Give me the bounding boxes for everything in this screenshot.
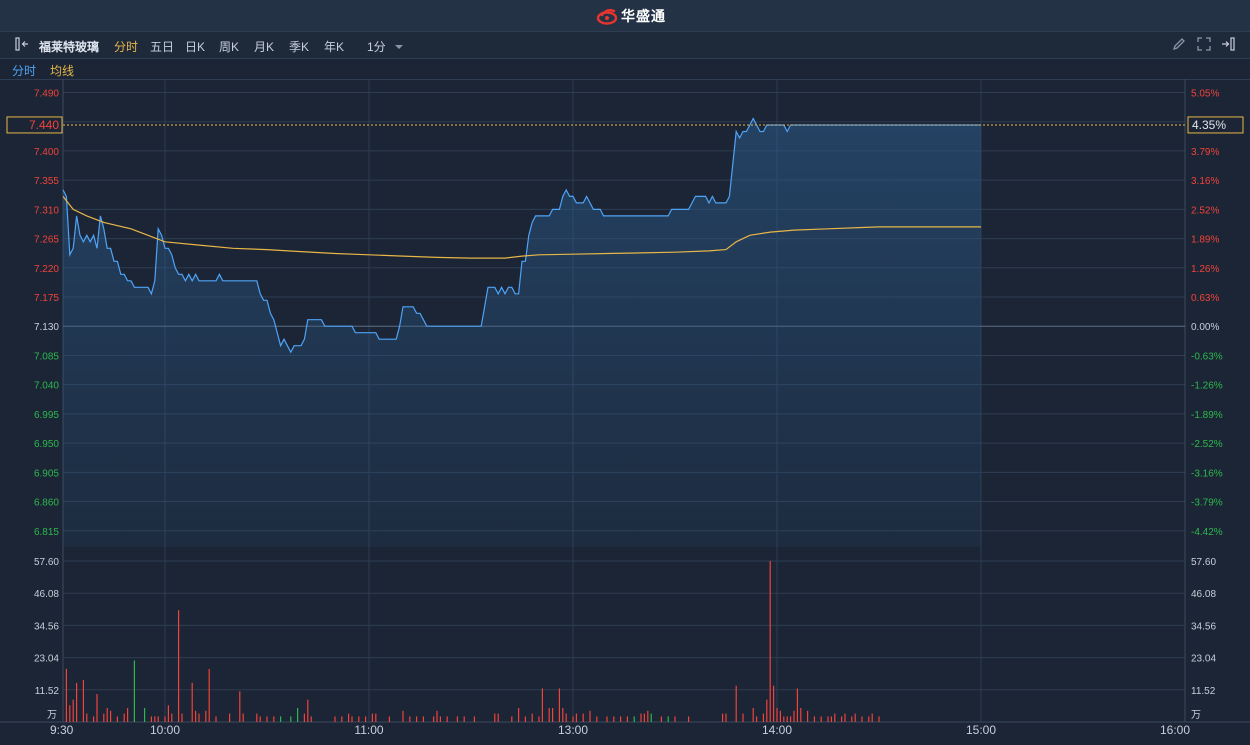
volume-tick-label: 34.56 [34, 621, 59, 632]
pct-tick-label: -2.52% [1191, 439, 1223, 450]
intraday-chart: 7.4905.05%7.4454.42%7.4003.79%7.3553.16%… [0, 79, 1250, 740]
expand-icon[interactable] [1197, 37, 1213, 53]
price-tick-label: 7.175 [34, 293, 59, 304]
pct-tick-label: -3.79% [1191, 498, 1223, 509]
price-tick-label: 7.355 [34, 176, 59, 187]
pct-tick-label: -3.16% [1191, 468, 1223, 479]
price-tick-label: 7.265 [34, 235, 59, 246]
pct-tick-label: -1.26% [1191, 381, 1223, 392]
price-tick-label: 7.490 [34, 88, 59, 99]
collapse-panel-icon[interactable] [1220, 37, 1236, 53]
time-tick-label: 14:00 [762, 723, 792, 737]
current-change-label: 4.35% [1192, 118, 1226, 132]
price-tick-label: 7.130 [34, 322, 59, 333]
chart-toolbar: 福莱特玻璃 分时 五日 日K 周K 月K 季K 年K 1分 [0, 32, 1250, 59]
price-area [63, 118, 981, 547]
pct-tick-label: 3.79% [1191, 147, 1219, 158]
tab-quarterly-k[interactable]: 季K [289, 40, 310, 54]
tab-weekly-k[interactable]: 周K [219, 40, 240, 54]
tab-daily-k[interactable]: 日K [185, 40, 206, 54]
minute-select-value: 1分 [367, 40, 386, 54]
pct-tick-label: 3.16% [1191, 176, 1219, 187]
pct-tick-label: 2.52% [1191, 205, 1219, 216]
pct-tick-label: 1.26% [1191, 264, 1219, 275]
pct-tick-label: 0.00% [1191, 322, 1219, 333]
pct-tick-label: 5.05% [1191, 88, 1219, 99]
tab-five-day[interactable]: 五日 [150, 40, 175, 54]
tab-yearly-k[interactable]: 年K [324, 40, 345, 54]
stock-name: 福莱特玻璃 [39, 40, 100, 54]
app-header: 华盛通 [0, 0, 1250, 32]
volume-tick-label-right: 34.56 [1191, 621, 1216, 632]
price-tick-label: 7.400 [34, 147, 59, 158]
current-price-box [6, 116, 63, 134]
price-tick-label: 7.040 [34, 381, 59, 392]
volume-tick-label: 57.60 [34, 557, 59, 568]
time-tick-label: 16:00 [1160, 723, 1190, 737]
volume-tick-label-right: 23.04 [1191, 654, 1216, 665]
chevron-down-icon [395, 45, 404, 49]
time-tick-label: 11:00 [354, 723, 383, 737]
brand-logo-icon [596, 8, 618, 25]
volume-tick-label-right: 46.08 [1191, 589, 1216, 600]
pct-tick-label: -1.89% [1191, 410, 1223, 421]
volume-tick-label: 46.08 [34, 589, 59, 600]
brand-name: 华盛通 [621, 8, 666, 24]
chart-legend: 分时 均线 [0, 59, 1250, 80]
price-tick-label: 7.310 [34, 205, 59, 216]
time-tick-label: 15:00 [966, 723, 996, 737]
intraday-chart-svg[interactable]: 7.4905.05%7.4454.42%7.4003.79%7.3553.16%… [0, 79, 1250, 740]
brand-logo: 华盛通 [596, 6, 666, 26]
price-tick-label: 6.905 [34, 468, 59, 479]
time-tick-label: 13:00 [558, 723, 588, 737]
volume-tick-label-right: 11.52 [1191, 686, 1216, 697]
price-tick-label: 6.815 [34, 527, 59, 538]
price-tick-label: 6.995 [34, 410, 59, 421]
avg-price-line [62, 196, 981, 259]
price-tick-label: 7.085 [34, 351, 59, 362]
volume-unit-label-right: 万 [1191, 710, 1201, 721]
legend-avg-line: 均线 [50, 64, 75, 78]
price-tick-label: 6.860 [34, 498, 59, 509]
current-change-box [1187, 116, 1244, 134]
volume-tick-label-right: 57.60 [1191, 557, 1216, 568]
volume-tick-label: 11.52 [35, 686, 60, 697]
price-tick-label: 7.220 [34, 264, 59, 275]
tab-monthly-k[interactable]: 月K [254, 40, 275, 54]
pencil-icon[interactable] [1172, 37, 1188, 53]
minute-select[interactable]: 1分 [367, 38, 404, 55]
legend-price-line: 分时 [12, 64, 37, 78]
pct-tick-label: 1.89% [1191, 235, 1219, 246]
tab-intraday[interactable]: 分时 [114, 40, 139, 54]
pct-tick-label: 0.63% [1191, 293, 1219, 304]
time-tick-label: 10:00 [150, 723, 180, 737]
volume-tick-label: 23.04 [34, 654, 59, 665]
volume-unit-label: 万 [47, 710, 57, 721]
pct-tick-label: -4.42% [1191, 527, 1223, 538]
sidebar-toggle-icon[interactable] [14, 37, 32, 54]
time-tick-label: 9:30 [50, 723, 74, 737]
pct-tick-label: -0.63% [1191, 351, 1223, 362]
price-tick-label: 6.950 [34, 439, 59, 450]
current-price-label: 7.440 [29, 118, 59, 132]
